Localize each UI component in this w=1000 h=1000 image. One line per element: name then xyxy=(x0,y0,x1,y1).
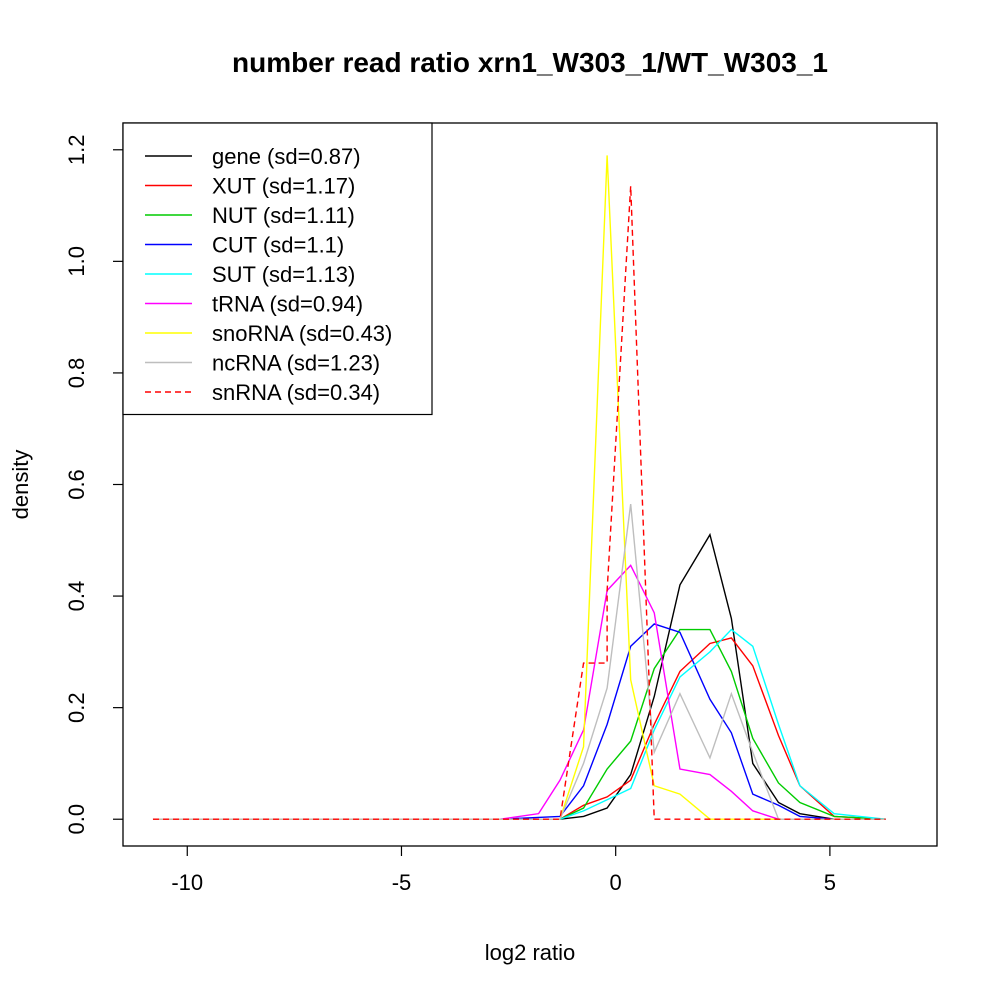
legend-label-4: SUT (sd=1.13) xyxy=(212,262,355,287)
legend-label-2: NUT (sd=1.11) xyxy=(212,203,355,228)
y-tick-label-1: 0.2 xyxy=(64,692,89,723)
y-tick-label-3: 0.6 xyxy=(64,469,89,500)
y-tick-label-5: 1.0 xyxy=(64,246,89,277)
legend-label-7: ncRNA (sd=1.23) xyxy=(212,351,380,376)
y-tick-label-6: 1.2 xyxy=(64,134,89,165)
series-line-4 xyxy=(152,628,886,820)
series-line-1 xyxy=(152,637,886,820)
series-line-2 xyxy=(152,628,886,820)
series-line-6 xyxy=(152,155,886,820)
legend-label-5: tRNA (sd=0.94) xyxy=(212,292,363,317)
x-tick-label-0: -10 xyxy=(171,870,203,895)
x-tick-label-2: 0 xyxy=(610,870,622,895)
legend: gene (sd=0.87) XUT (sd=1.17) NUT (sd=1.11)… xyxy=(122,122,433,416)
y-tick-label-2: 0.4 xyxy=(64,581,89,612)
y-axis-label: density xyxy=(8,450,33,520)
series-line-0 xyxy=(152,532,886,820)
legend-label-8: snRNA (sd=0.34) xyxy=(212,380,380,405)
series-line-5 xyxy=(152,564,886,820)
y-tick-label-0: 0.0 xyxy=(64,804,89,835)
legend-label-3: CUT (sd=1.1) xyxy=(212,233,344,258)
x-tick-label-1: -5 xyxy=(392,870,412,895)
legend-label-1: XUT (sd=1.17) xyxy=(212,174,355,199)
legend-box xyxy=(122,122,433,416)
x-tick-label-3: 5 xyxy=(824,870,836,895)
legend-label-0: gene (sd=0.87) xyxy=(212,144,361,169)
series-line-7 xyxy=(152,503,886,820)
x-axis-label: log2 ratio xyxy=(485,940,576,965)
y-tick-label-4: 0.8 xyxy=(64,358,89,389)
series-line-8 xyxy=(152,185,886,820)
chart-title: number read ratio xrn1_W303_1/WT_W303_1 xyxy=(232,47,828,78)
legend-label-6: snoRNA (sd=0.43) xyxy=(212,321,392,346)
series-line-3 xyxy=(152,623,886,820)
